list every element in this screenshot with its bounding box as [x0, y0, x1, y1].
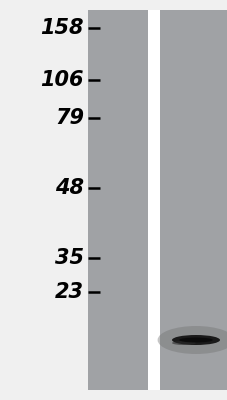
- Ellipse shape: [171, 335, 219, 345]
- Text: 23: 23: [55, 282, 84, 302]
- Bar: [88, 10, 147, 390]
- Text: 158: 158: [40, 18, 84, 38]
- Ellipse shape: [157, 326, 227, 354]
- Bar: [147, 10, 159, 390]
- Ellipse shape: [171, 341, 195, 345]
- Text: 48: 48: [55, 178, 84, 198]
- Text: 106: 106: [40, 70, 84, 90]
- Ellipse shape: [178, 338, 212, 342]
- Bar: [159, 10, 227, 390]
- Text: 79: 79: [55, 108, 84, 128]
- Text: 35: 35: [55, 248, 84, 268]
